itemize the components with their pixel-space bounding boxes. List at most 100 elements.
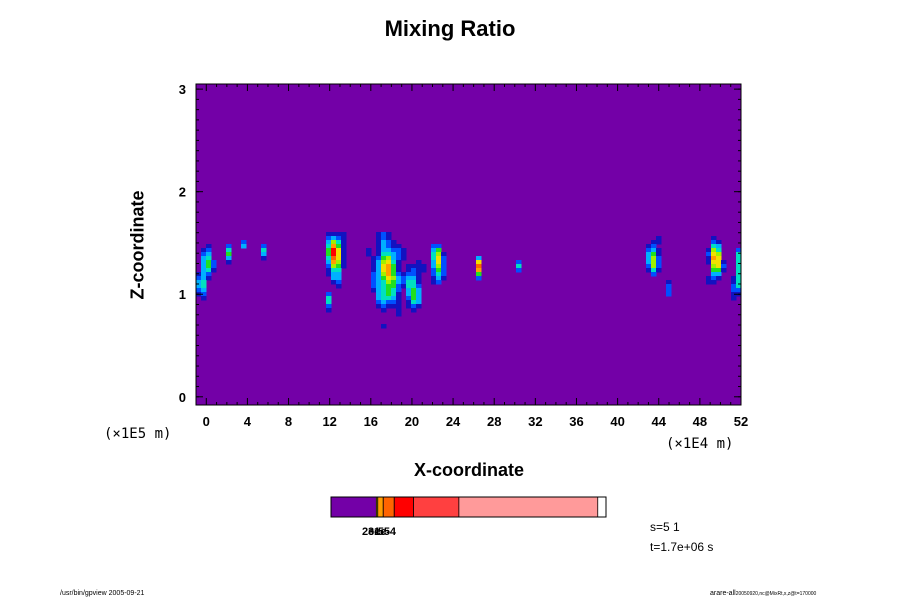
field-cell xyxy=(371,284,377,289)
field-cell xyxy=(441,260,447,265)
field-cell xyxy=(436,272,442,277)
field-cell xyxy=(441,252,447,257)
field-cell xyxy=(391,268,397,273)
field-cell xyxy=(381,236,387,241)
field-cell xyxy=(666,280,672,285)
field-cell xyxy=(331,272,337,277)
plot-frame xyxy=(195,83,742,406)
x-tick-label: 0 xyxy=(203,414,210,429)
field-cell xyxy=(411,288,417,293)
field-cell xyxy=(326,236,332,241)
field-cell xyxy=(476,264,482,269)
field-cell xyxy=(416,260,422,265)
colorbar-segment xyxy=(377,496,384,518)
field-cell xyxy=(401,284,407,289)
colorbar: 2e-53e-51e-4 xyxy=(330,496,607,538)
field-cell xyxy=(416,300,422,305)
field-cell xyxy=(241,240,247,245)
x-tick-label: 8 xyxy=(285,414,292,429)
field-cell xyxy=(396,268,402,273)
field-cell xyxy=(201,296,207,301)
field-cell xyxy=(401,256,407,261)
field-cell xyxy=(706,248,712,253)
field-cell xyxy=(711,248,717,253)
x-tick-label: 4 xyxy=(244,414,252,429)
field-cell xyxy=(656,248,662,253)
field-cell xyxy=(226,248,232,253)
field-cell xyxy=(376,296,382,301)
field-cell xyxy=(646,252,652,257)
field-cell xyxy=(436,248,442,253)
field-cell xyxy=(376,236,382,241)
field-cell xyxy=(226,244,232,249)
field-cell xyxy=(376,284,382,289)
field-cell xyxy=(381,288,387,293)
field-cell xyxy=(326,264,332,269)
field-cell xyxy=(411,300,417,305)
field-cell xyxy=(721,264,727,269)
field-cell xyxy=(331,240,337,245)
field-cell xyxy=(396,284,402,289)
field-cell xyxy=(706,256,712,261)
field-cell xyxy=(651,244,657,249)
field-cell xyxy=(386,236,392,241)
field-cell xyxy=(736,276,741,281)
colorbar-segment xyxy=(393,496,414,518)
field-cell xyxy=(376,244,382,249)
field-cell xyxy=(326,256,332,261)
field-cell xyxy=(201,268,207,273)
field-cell xyxy=(386,252,392,257)
field-cell xyxy=(336,280,342,285)
colorbar-segment xyxy=(458,496,599,518)
field-cell xyxy=(201,292,207,297)
field-cell xyxy=(386,300,392,305)
field-cell xyxy=(331,268,337,273)
field-cell xyxy=(381,276,387,281)
field-cell xyxy=(206,256,212,261)
field-cell xyxy=(381,300,387,305)
field-cell xyxy=(651,264,657,269)
field-cell xyxy=(391,284,397,289)
field-cell xyxy=(436,244,442,249)
field-cell xyxy=(711,236,717,241)
y-unit-label: (×1E5 m) xyxy=(104,426,172,442)
field-cell xyxy=(411,292,417,297)
field-cell xyxy=(416,272,422,277)
field-cell xyxy=(406,272,412,277)
field-cell xyxy=(381,272,387,277)
field-cell xyxy=(441,272,447,277)
field-cell xyxy=(196,280,202,285)
field-cell xyxy=(736,284,741,289)
field-cell xyxy=(376,248,382,253)
field-cell xyxy=(431,252,437,257)
field-cell xyxy=(386,288,392,293)
field-cell xyxy=(651,252,657,257)
field-cell xyxy=(341,240,347,245)
field-cell xyxy=(396,244,402,249)
field-cell xyxy=(516,260,522,265)
field-cell xyxy=(656,252,662,257)
field-cell xyxy=(416,268,422,273)
field-cell xyxy=(431,260,437,265)
field-cell xyxy=(326,292,332,297)
field-cell xyxy=(326,244,332,249)
field-cell xyxy=(211,264,217,269)
field-cell xyxy=(396,276,402,281)
field-cell xyxy=(476,260,482,265)
field-cell xyxy=(406,288,412,293)
field-cell xyxy=(336,232,342,237)
field-cell xyxy=(396,252,402,257)
field-cell xyxy=(736,268,741,273)
field-cell xyxy=(391,240,397,245)
field-cell xyxy=(331,256,337,261)
colorbar-segment xyxy=(382,496,395,518)
field-cell xyxy=(336,236,342,241)
field-cell xyxy=(666,284,672,289)
field-cell xyxy=(391,244,397,249)
field-cell xyxy=(376,280,382,285)
field-cell xyxy=(391,248,397,253)
field-cell xyxy=(261,248,267,253)
field-cell xyxy=(396,308,402,313)
field-cell xyxy=(226,260,232,265)
